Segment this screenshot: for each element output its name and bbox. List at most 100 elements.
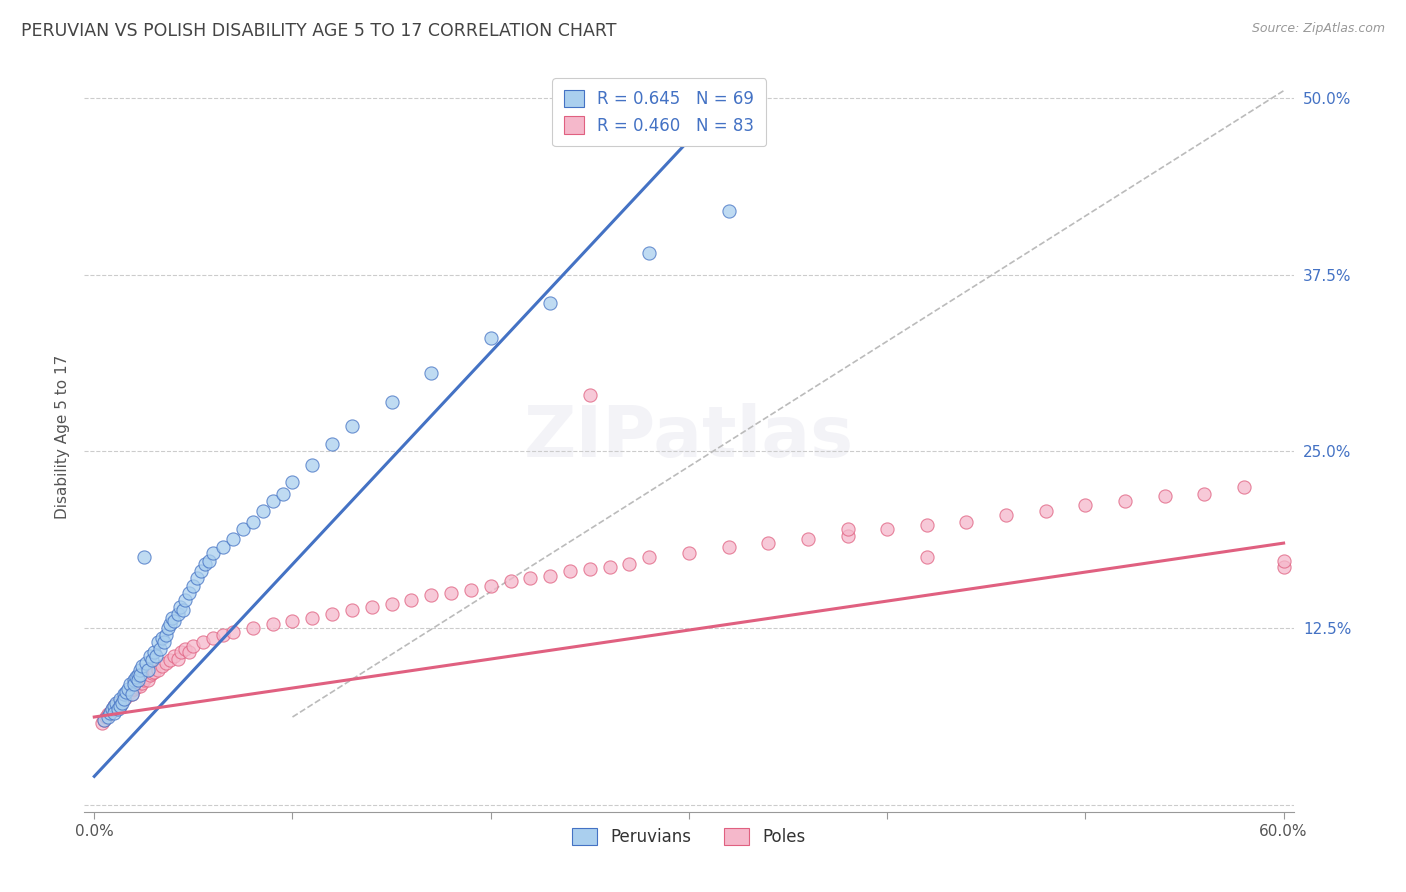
Point (183, 640, 205, 654)
Point (281, 614, 304, 628)
Point (1114, 493, 1136, 508)
Point (111, 696, 134, 710)
Point (420, 589, 443, 603)
Point (174, 642, 197, 657)
Point (141, 653, 163, 667)
Point (150, 659, 173, 673)
Point (538, 568, 561, 582)
Point (340, 418, 363, 433)
Point (360, 599, 382, 614)
Point (118, 684, 141, 698)
Point (479, 331, 502, 345)
Point (155, 657, 177, 671)
Point (139, 667, 162, 681)
Point (136, 673, 159, 688)
Point (145, 649, 167, 664)
Point (103, 698, 125, 713)
Point (212, 628, 235, 642)
Point (190, 565, 212, 579)
Point (169, 599, 191, 614)
Point (281, 475, 304, 490)
Point (108, 691, 131, 706)
Point (96, 710, 118, 724)
Point (837, 522, 859, 536)
Point (159, 653, 181, 667)
Point (159, 616, 181, 631)
Point (97, 707, 120, 722)
Point (131, 676, 153, 690)
Point (93, 713, 115, 727)
Point (193, 635, 215, 649)
Point (179, 585, 201, 599)
Point (101, 701, 124, 715)
Point (103, 706, 125, 720)
Point (128, 667, 150, 681)
Point (321, 437, 343, 451)
Point (127, 673, 149, 688)
Point (115, 684, 138, 698)
Point (579, 561, 602, 575)
Point (139, 649, 162, 664)
Point (166, 607, 188, 621)
Point (242, 621, 264, 635)
Point (460, 582, 482, 597)
Point (112, 687, 135, 701)
Point (202, 546, 225, 560)
Point (103, 701, 125, 715)
Point (98, 706, 121, 720)
Point (93, 713, 115, 727)
Point (149, 642, 172, 657)
Point (756, 536, 779, 550)
Point (125, 681, 148, 695)
Legend: Peruvians, Poles: Peruvians, Poles (562, 818, 815, 855)
Point (915, 517, 938, 532)
Point (150, 631, 173, 645)
Point (440, 585, 463, 599)
Point (142, 665, 165, 679)
Point (797, 532, 820, 546)
Point (103, 698, 125, 713)
Point (262, 616, 284, 631)
Point (1074, 498, 1097, 512)
Point (118, 677, 141, 691)
Point (142, 645, 165, 659)
Point (122, 673, 145, 688)
Point (271, 486, 294, 500)
Point (146, 664, 169, 678)
Point (579, 387, 602, 401)
Point (111, 694, 134, 708)
Point (340, 602, 363, 616)
Point (128, 679, 150, 693)
Point (186, 571, 208, 585)
Point (131, 659, 153, 673)
Text: ZIPatlas: ZIPatlas (524, 402, 853, 472)
Point (121, 687, 143, 701)
Point (97, 710, 120, 724)
Point (1233, 479, 1256, 493)
Point (105, 701, 128, 715)
Text: Source: ZipAtlas.com: Source: ZipAtlas.com (1251, 22, 1385, 36)
Point (321, 607, 343, 621)
Point (105, 696, 128, 710)
Point (112, 691, 135, 706)
Point (1194, 486, 1216, 500)
Point (915, 550, 938, 565)
Point (108, 698, 131, 713)
Y-axis label: Disability Age 5 to 17: Disability Age 5 to 17 (55, 355, 70, 519)
Point (222, 625, 245, 640)
Point (599, 560, 621, 574)
Point (1272, 554, 1295, 568)
Point (301, 458, 323, 473)
Point (156, 621, 179, 635)
Point (98, 706, 121, 720)
Point (122, 681, 145, 696)
Point (162, 614, 184, 628)
Point (381, 597, 404, 611)
Point (638, 246, 661, 260)
Point (212, 541, 235, 555)
Point (479, 578, 502, 592)
Point (538, 295, 561, 310)
Point (202, 631, 225, 645)
Point (837, 529, 859, 543)
Point (107, 696, 129, 710)
